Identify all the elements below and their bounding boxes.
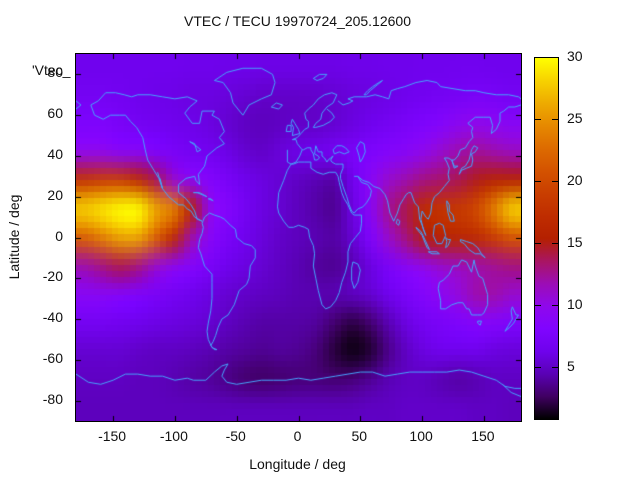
colorbar-tick-mark xyxy=(552,243,558,244)
y-tick-label: 20 xyxy=(47,186,63,203)
x-tick-label: -150 xyxy=(98,428,127,444)
x-tick-label: -100 xyxy=(159,428,188,444)
colorbar-tick-label: 15 xyxy=(567,234,583,251)
colorbar-tick-mark xyxy=(535,119,541,120)
colorbar xyxy=(534,57,559,420)
y-tick-label: -60 xyxy=(42,349,63,366)
x-axis-label: Longitude / deg xyxy=(249,456,346,472)
y-tick-label: 40 xyxy=(47,145,63,162)
heatmap-canvas xyxy=(75,53,522,422)
colorbar-tick-label: 5 xyxy=(567,358,575,375)
colorbar-tick-label: 20 xyxy=(567,172,583,189)
x-tick-label: 0 xyxy=(293,428,302,444)
x-tick-label: 100 xyxy=(409,428,433,444)
colorbar-tick-label: 30 xyxy=(567,48,583,64)
plot-title: VTEC / TECU 19970724_205.12600 xyxy=(183,13,411,29)
x-tick-label: -50 xyxy=(225,428,246,444)
x-tick-label: 50 xyxy=(351,428,368,444)
colorbar-tick-mark xyxy=(552,305,558,306)
y-tick-label: 80 xyxy=(47,64,63,81)
colorbar-tick-label: 10 xyxy=(567,296,583,313)
x-tick-label: 150 xyxy=(471,428,495,444)
colorbar-tick-mark xyxy=(535,305,541,306)
y-tick-label: 60 xyxy=(47,105,63,122)
colorbar-tick-mark xyxy=(535,181,541,182)
y-tick-label: -40 xyxy=(42,309,63,326)
colorbar-tick-mark xyxy=(552,181,558,182)
colorbar-tick-mark xyxy=(552,367,558,368)
colorbar-tick-mark xyxy=(535,243,541,244)
colorbar-tick-mark xyxy=(535,367,541,368)
colorbar-tick-mark xyxy=(552,119,558,120)
vtec-overlay-label: 'Vtec_ xyxy=(32,62,71,78)
colorbar-tick-label: 25 xyxy=(567,110,583,127)
y-tick-label: -80 xyxy=(42,390,63,407)
y-tick-label: -20 xyxy=(42,268,63,285)
y-tick-label: 0 xyxy=(55,227,63,244)
